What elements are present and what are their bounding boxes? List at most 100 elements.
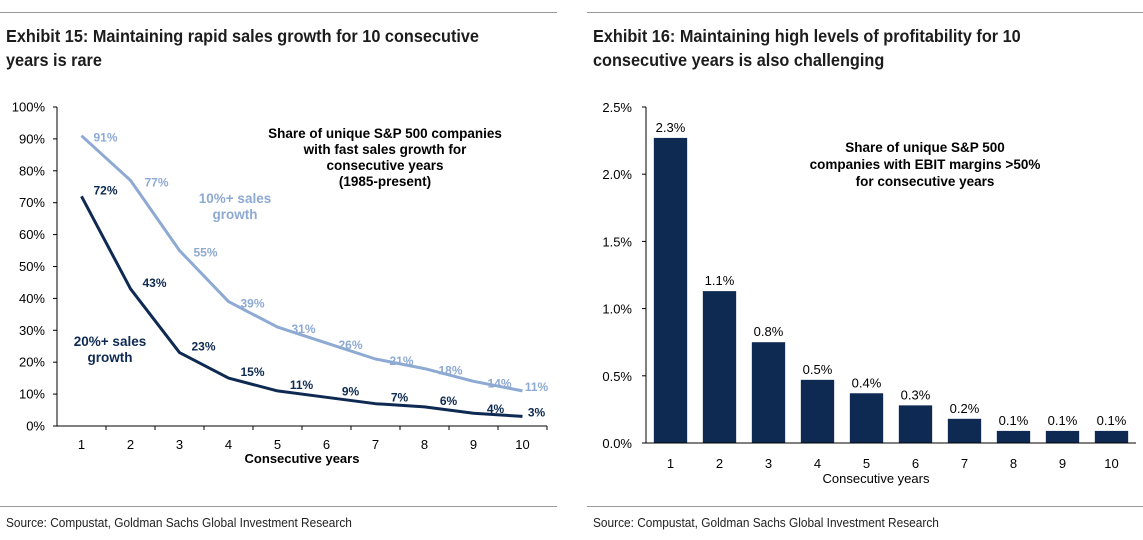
bar-value-label: 0.8% (754, 324, 784, 339)
chart-annotation: companies with EBIT margins >50% (810, 157, 1041, 172)
y-tick-label: 40% (19, 291, 45, 306)
x-tick-label: 5 (274, 437, 281, 452)
x-axis-title: Consecutive years (823, 471, 930, 486)
series-name-label: growth (213, 207, 258, 222)
data-label: 21% (389, 354, 413, 368)
exhibit-16-panel: Exhibit 16: Maintaining high levels of p… (587, 0, 1143, 540)
bar-value-label: 0.1% (1048, 413, 1078, 428)
y-tick-label: 80% (19, 163, 45, 178)
x-tick-label: 9 (470, 437, 477, 452)
bar (898, 405, 933, 443)
y-tick-label: 100% (12, 100, 46, 115)
chart-annotation: Share of unique S&P 500 (845, 140, 1005, 155)
bar-value-label: 2.3% (656, 120, 686, 135)
data-label: 15% (240, 365, 264, 379)
bar-value-label: 0.4% (852, 375, 882, 390)
chart-annotation: for consecutive years (856, 174, 995, 189)
y-tick-label: 30% (19, 323, 45, 338)
exhibit-15-panel: Exhibit 15: Maintaining rapid sales grow… (0, 0, 557, 540)
x-tick-label: 2 (716, 456, 723, 471)
y-tick-label: 2.0% (602, 167, 632, 182)
bottom-rule (587, 506, 1143, 507)
bar (947, 418, 982, 443)
bar (1045, 430, 1080, 443)
x-tick-label: 1 (667, 456, 674, 471)
chart-annotation: consecutive years (326, 158, 443, 173)
data-label: 23% (191, 340, 215, 354)
exhibit-16-title: Exhibit 16: Maintaining high levels of p… (593, 26, 1021, 70)
bar (653, 137, 688, 444)
y-tick-label: 1.0% (602, 302, 632, 317)
data-label: 39% (240, 297, 264, 311)
chart-annotation: Share of unique S&P 500 companies (268, 126, 502, 141)
exhibit-15-source: Source: Compustat, Goldman Sachs Global … (6, 516, 352, 530)
x-tick-label: 1 (78, 437, 85, 452)
y-tick-label: 0.0% (602, 436, 632, 451)
sales-growth-line-chart: 0% 10% 20% 30% 40% 50% 60% 70% 80% 90% 100% 1 2 3 4 5 6 7… (12, 100, 549, 467)
x-axis-title: Consecutive years (245, 451, 360, 466)
data-label: 6% (440, 394, 458, 408)
data-label: 72% (93, 183, 117, 197)
top-rule (0, 12, 557, 13)
data-label: 26% (338, 338, 362, 352)
y-tick-label: 2.5% (602, 100, 632, 115)
data-label: 11% (525, 380, 549, 394)
bar-value-label: 0.2% (950, 401, 980, 416)
data-label: 7% (391, 391, 409, 405)
y-tick-label: 90% (19, 131, 45, 146)
bar-value-label: 0.5% (803, 362, 833, 377)
x-tick-label: 7 (961, 456, 968, 471)
y-tick-label: 70% (19, 195, 45, 210)
series-name-label: 20%+ sales (74, 334, 146, 349)
x-tick-label: 8 (421, 437, 428, 452)
data-label: 11% (290, 378, 314, 392)
y-tick-label: 1.5% (602, 234, 632, 249)
x-tick-label: 5 (863, 456, 870, 471)
x-tick-label: 10 (515, 437, 529, 452)
bar (996, 430, 1031, 443)
data-label: 18% (438, 364, 462, 378)
data-label: 77% (144, 175, 168, 189)
x-tick-label: 8 (1010, 456, 1017, 471)
bar (751, 342, 786, 443)
bottom-rule (0, 506, 557, 507)
y-tick-label: 0.5% (602, 369, 632, 384)
bar-value-label: 0.1% (1097, 413, 1127, 428)
exhibit-15-title: Exhibit 15: Maintaining rapid sales grow… (6, 26, 479, 70)
chart-annotation: (1985-present) (339, 174, 431, 189)
x-tick-label: 2 (127, 437, 134, 452)
y-tick-label: 0% (26, 419, 45, 434)
x-tick-label: 4 (225, 437, 232, 452)
data-label: 4% (487, 402, 505, 416)
series-line (80, 195, 523, 418)
bar-value-label: 0.1% (999, 413, 1029, 428)
data-label: 9% (342, 384, 360, 398)
series-name-label: 10%+ sales (199, 191, 271, 206)
y-tick-label: 60% (19, 227, 45, 242)
data-label: 55% (193, 246, 217, 260)
series-line (80, 134, 523, 393)
y-tick-label: 10% (19, 387, 45, 402)
bar (702, 291, 737, 443)
y-tick-label: 20% (19, 355, 45, 370)
x-tick-label: 10 (1104, 456, 1118, 471)
x-tick-label: 6 (323, 437, 330, 452)
x-tick-label: 3 (176, 437, 183, 452)
data-label: 43% (142, 276, 166, 290)
x-tick-label: 3 (765, 456, 772, 471)
x-tick-label: 9 (1059, 456, 1066, 471)
x-tick-label: 7 (372, 437, 379, 452)
bar (800, 379, 835, 443)
exhibit-16-source: Source: Compustat, Goldman Sachs Global … (593, 516, 939, 530)
series-name-label: growth (88, 350, 133, 365)
bar (1094, 430, 1129, 443)
data-label: 31% (291, 322, 315, 336)
bar (849, 393, 884, 443)
top-rule (587, 12, 1143, 13)
bar-value-label: 0.3% (901, 387, 931, 402)
x-tick-label: 4 (814, 456, 821, 471)
data-label: 91% (93, 131, 117, 145)
data-label: 14% (487, 376, 511, 390)
chart-annotation: with fast sales growth for (303, 142, 468, 157)
bar-value-label: 1.1% (705, 273, 735, 288)
